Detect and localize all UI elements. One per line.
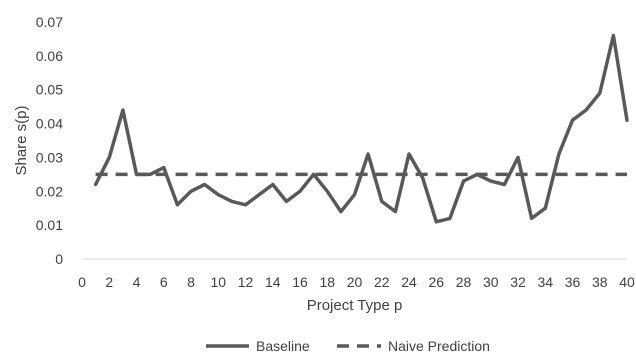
y-tick-label: 0.04 <box>36 116 63 132</box>
x-axis-title: Project Type p <box>307 297 403 314</box>
x-tick-label: 28 <box>456 274 472 290</box>
series-group <box>93 33 629 224</box>
x-tick-label: 34 <box>537 274 553 290</box>
x-tick-label: 38 <box>592 274 608 290</box>
y-axis-title: Share s(p) <box>13 105 30 175</box>
x-tick-label: 16 <box>292 274 308 290</box>
legend-label-naive-prediction: Naive Prediction <box>388 338 490 353</box>
x-tick-label: 8 <box>187 274 195 290</box>
x-tick-label: 18 <box>319 274 335 290</box>
x-tick-label: 20 <box>347 274 363 290</box>
legend: Baseline Naive Prediction <box>206 338 490 353</box>
y-tick-label: 0.06 <box>36 48 63 64</box>
x-tick-label: 12 <box>238 274 254 290</box>
y-tick-label: 0.02 <box>36 183 63 199</box>
legend-label-baseline: Baseline <box>256 338 310 353</box>
x-tick-label: 32 <box>510 274 526 290</box>
x-tick-label: 24 <box>401 274 417 290</box>
x-tick-label: 22 <box>374 274 390 290</box>
axes: 00.010.020.030.040.050.060.070 2 4 6 8 10 12 14… <box>36 14 635 290</box>
x-tick-label: 0 <box>78 274 86 290</box>
x-tick-label: 30 <box>483 274 499 290</box>
x-tick-label: 14 <box>265 274 281 290</box>
x-tick-label: 10 <box>210 274 226 290</box>
x-tick-label: 36 <box>565 274 581 290</box>
y-tick-label: 0.01 <box>36 217 63 233</box>
x-tick-label: 2 <box>105 274 113 290</box>
x-tick-label: 40 <box>619 274 635 290</box>
y-tick-label: 0 <box>55 251 63 267</box>
y-tick-label: 0.07 <box>36 14 63 30</box>
x-tick-label: 26 <box>428 274 444 290</box>
y-tick-label: 0.03 <box>36 149 63 165</box>
x-tick-label: 4 <box>133 274 141 290</box>
y-tick-label: 0.05 <box>36 82 63 98</box>
series-line-baseline <box>93 33 629 224</box>
x-tick-label: 6 <box>160 274 168 290</box>
